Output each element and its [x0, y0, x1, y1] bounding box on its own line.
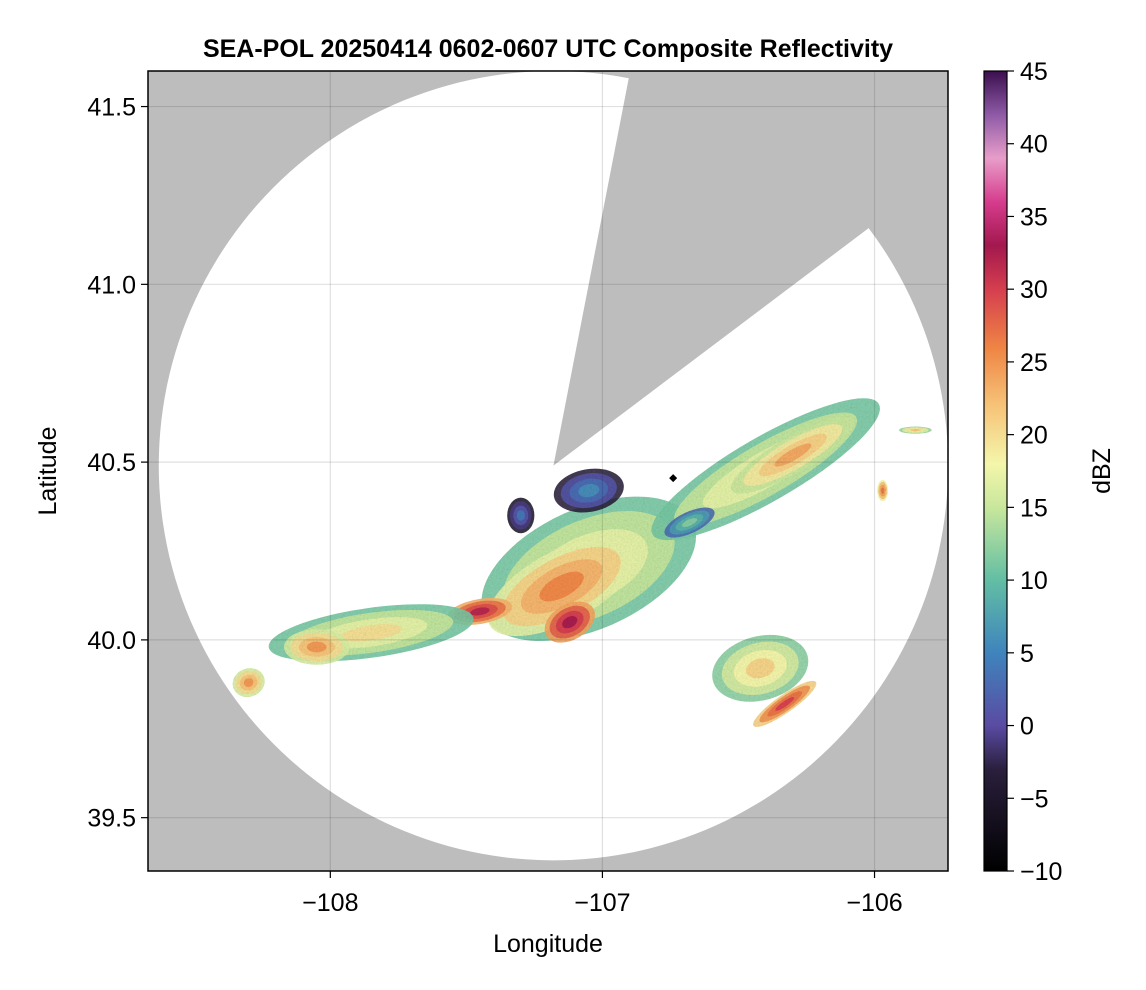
- colorbar-tick-label: −5: [1020, 785, 1049, 813]
- echo-region: [899, 426, 932, 434]
- plot-frame: [147, 70, 949, 872]
- echo-region: [877, 479, 889, 502]
- colorbar-frame: [983, 70, 1008, 872]
- colorbar-tick-label: −10: [1020, 858, 1062, 886]
- colorbar-tick-label: 5: [1020, 640, 1034, 668]
- colorbar-label: dBZ: [1088, 448, 1116, 494]
- echo-region: [730, 416, 855, 494]
- colorbar-tick-label: 30: [1020, 276, 1048, 304]
- colorbar-tick-label: 20: [1020, 422, 1048, 450]
- radar-site-marker: [669, 474, 678, 483]
- y-tick-label: 40.0: [87, 627, 136, 655]
- colorbar-tick-label: 45: [1020, 58, 1048, 86]
- x-tick-label: −108: [302, 889, 358, 917]
- colorbar-ticks: −10 −5 0 5 10 15 20 25 30 35 40 45: [1007, 58, 1062, 886]
- echo-region: [544, 601, 595, 643]
- colorbar-tick-label: 40: [1020, 131, 1048, 159]
- colorbar: −10 −5 0 5 10 15 20 25 30 35 40 45 dBZ: [983, 58, 1116, 886]
- colorbar-tick-label: 10: [1020, 567, 1048, 595]
- echo-region: [507, 497, 535, 534]
- echo-region: [664, 507, 715, 538]
- y-tick-label: 39.5: [87, 805, 136, 833]
- echo-layer: [232, 398, 932, 727]
- echo-region: [284, 629, 350, 665]
- y-tick-label: 41.0: [87, 271, 136, 299]
- echo-region: [553, 468, 624, 513]
- x-tick-label: −106: [846, 889, 902, 917]
- y-axis-label: Latitude: [34, 427, 62, 516]
- colorbar-tick-label: 0: [1020, 713, 1034, 741]
- plot-area: [148, 71, 948, 871]
- echo-region: [487, 537, 636, 637]
- colorbar-tick-label: 25: [1020, 349, 1048, 377]
- chart-title: SEA-POL 20250414 0602-0607 UTC Composite…: [203, 35, 893, 63]
- grid-lines: [148, 71, 948, 871]
- x-tick-label: −107: [574, 889, 630, 917]
- echo-region: [232, 668, 265, 698]
- y-tick-label: 40.5: [87, 449, 136, 477]
- echo-region: [712, 634, 809, 702]
- echo-region: [753, 680, 817, 727]
- colorbar-tick-label: 35: [1020, 203, 1048, 231]
- x-axis: −108 −107 −106: [302, 871, 903, 917]
- colorbar-gradient: [984, 71, 1007, 871]
- y-tick-label: 41.5: [87, 94, 136, 122]
- x-axis-label: Longitude: [493, 930, 603, 958]
- y-axis: 39.5 40.0 40.5 41.0 41.5: [87, 94, 148, 833]
- colorbar-tick-label: 15: [1020, 494, 1048, 522]
